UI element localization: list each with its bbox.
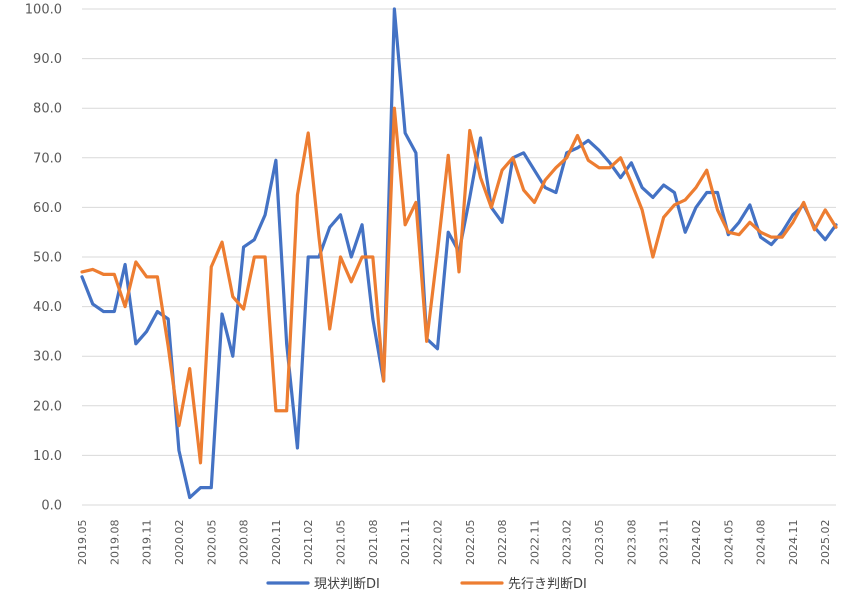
y-tick-label: 60.0 xyxy=(33,201,62,216)
x-tick-label: 2025.02 xyxy=(819,520,832,566)
x-tick-label: 2021.02 xyxy=(302,520,315,566)
x-tick-label: 2023.11 xyxy=(658,520,671,566)
y-tick-label: 100.0 xyxy=(25,3,62,18)
y-tick-label: 40.0 xyxy=(33,300,62,315)
x-tick-label: 2021.11 xyxy=(399,520,412,566)
x-tick-label: 2023.05 xyxy=(593,520,606,566)
x-tick-label: 2019.08 xyxy=(108,520,121,566)
y-tick-label: 70.0 xyxy=(33,151,62,166)
x-tick-label: 2021.08 xyxy=(367,520,380,566)
y-tick-label: 30.0 xyxy=(33,350,62,365)
x-tick-label: 2019.11 xyxy=(141,520,154,566)
plot-area xyxy=(80,7,838,500)
x-axis: 2019.05 2019.08 2019.11 2020.02 2020.05 2020.… xyxy=(76,520,832,566)
x-tick-label: 2020.05 xyxy=(205,520,218,566)
x-tick-label: 2024.11 xyxy=(787,520,800,566)
x-tick-label: 2020.02 xyxy=(173,520,186,566)
series-line-outlook xyxy=(80,106,838,465)
x-tick-label: 2022.11 xyxy=(528,520,541,566)
x-tick-label: 2022.08 xyxy=(496,520,509,566)
y-tick-label: 80.0 xyxy=(33,102,62,117)
y-axis: 0.0 10.0 20.0 30.0 40.0 50.0 60.0 70.0 80.0 90.0 1… xyxy=(25,3,62,514)
legend: 現状判断DI 先行き判断DI xyxy=(266,577,587,592)
x-tick-label: 2022.05 xyxy=(464,520,477,566)
legend-label: 現状判断DI xyxy=(314,577,380,592)
x-tick-label: 2023.08 xyxy=(625,520,638,566)
x-tick-label: 2022.02 xyxy=(431,520,444,566)
x-tick-label: 2024.05 xyxy=(722,520,735,566)
y-tick-label: 10.0 xyxy=(33,449,62,464)
y-tick-label: 50.0 xyxy=(33,251,62,266)
x-tick-label: 2020.11 xyxy=(270,520,283,566)
x-tick-label: 2019.05 xyxy=(76,520,89,566)
y-tick-label: 0.0 xyxy=(41,499,62,514)
x-tick-label: 2020.08 xyxy=(238,520,251,566)
y-tick-label: 90.0 xyxy=(33,52,62,67)
y-tick-label: 20.0 xyxy=(33,399,62,414)
x-tick-label: 2023.02 xyxy=(561,520,574,566)
x-tick-label: 2024.08 xyxy=(755,520,768,566)
x-tick-label: 2024.02 xyxy=(690,520,703,566)
legend-label: 先行き判断DI xyxy=(508,577,587,592)
x-tick-label: 2021.05 xyxy=(335,520,348,566)
